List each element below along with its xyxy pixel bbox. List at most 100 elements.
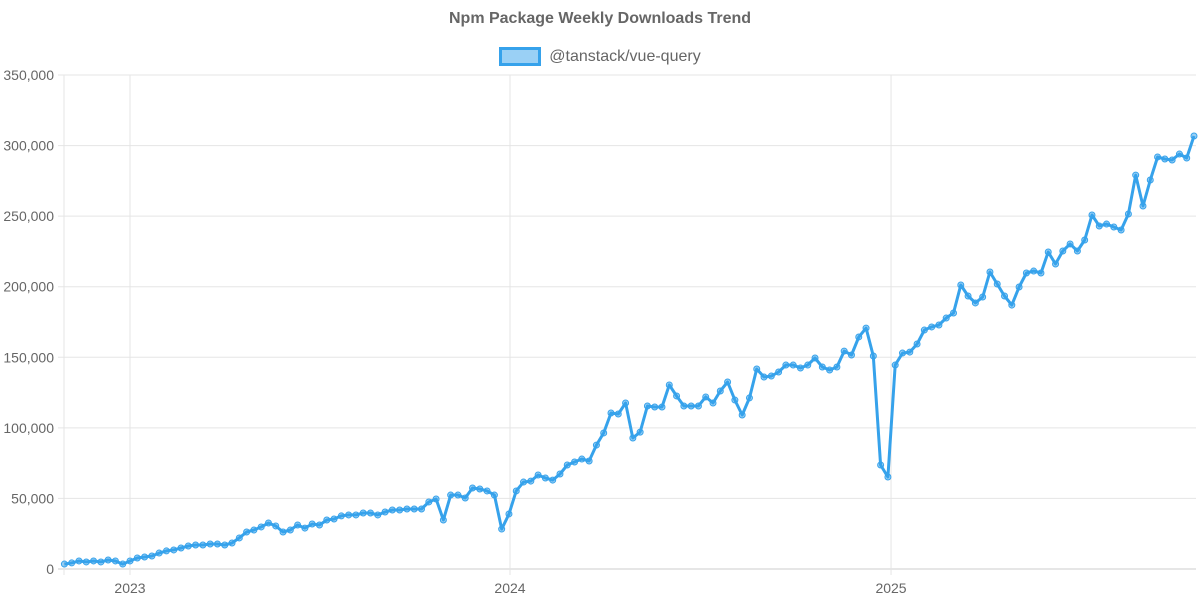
data-point xyxy=(184,542,192,550)
data-point xyxy=(993,280,1001,288)
data-point xyxy=(490,491,498,499)
data-point xyxy=(337,512,345,520)
data-point xyxy=(381,508,389,516)
data-point xyxy=(388,506,396,514)
data-point xyxy=(228,539,236,547)
y-tick-label: 250,000 xyxy=(3,208,54,224)
data-point xyxy=(264,519,272,527)
data-point xyxy=(738,411,746,419)
data-point xyxy=(498,525,506,533)
data-point xyxy=(964,292,972,300)
data-point xyxy=(301,524,309,532)
data-point xyxy=(1161,155,1169,163)
data-point xyxy=(673,392,681,400)
data-point xyxy=(877,461,885,469)
data-point xyxy=(505,510,513,518)
data-point xyxy=(410,505,418,513)
data-point xyxy=(745,394,753,402)
data-point xyxy=(950,309,958,317)
data-point xyxy=(804,361,812,369)
data-point xyxy=(294,521,302,529)
data-point xyxy=(782,361,790,369)
data-point xyxy=(162,547,170,555)
data-point xyxy=(753,365,761,373)
data-point xyxy=(315,521,323,529)
data-point xyxy=(213,540,221,548)
data-point xyxy=(1103,220,1111,228)
data-point xyxy=(1139,202,1147,210)
data-point xyxy=(221,541,229,549)
data-point xyxy=(403,505,411,513)
data-point xyxy=(126,557,134,565)
data-point xyxy=(709,399,717,407)
data-point xyxy=(731,396,739,404)
data-point xyxy=(527,477,535,485)
data-point xyxy=(243,528,251,536)
data-point xyxy=(549,476,557,484)
y-tick-label: 100,000 xyxy=(3,420,54,436)
data-point xyxy=(1132,171,1140,179)
data-point xyxy=(1095,222,1103,230)
data-point xyxy=(439,516,447,524)
data-point xyxy=(447,491,455,499)
data-point xyxy=(323,516,331,524)
data-point xyxy=(520,478,528,486)
x-tick-label: 2024 xyxy=(494,580,525,596)
x-tick-label: 2025 xyxy=(875,580,906,596)
data-point xyxy=(90,557,98,565)
data-point xyxy=(811,354,819,362)
data-point xyxy=(133,554,141,562)
data-point xyxy=(60,560,68,568)
data-point xyxy=(1066,240,1074,248)
chart-title: Npm Package Weekly Downloads Trend xyxy=(448,10,752,27)
data-point xyxy=(796,364,804,372)
y-tick-label: 150,000 xyxy=(3,349,54,365)
data-point xyxy=(694,402,702,410)
data-point xyxy=(272,522,280,530)
data-point xyxy=(1110,223,1118,231)
data-point xyxy=(1175,150,1183,158)
data-point xyxy=(920,326,928,334)
data-point xyxy=(454,491,462,499)
data-point xyxy=(942,314,950,322)
data-point xyxy=(1052,260,1060,268)
data-point xyxy=(199,541,207,549)
data-point xyxy=(1168,156,1176,164)
data-point xyxy=(1030,267,1038,275)
legend[interactable]: @tanstack/vue-query xyxy=(0,47,1200,66)
data-point xyxy=(658,403,666,411)
data-point xyxy=(607,409,615,417)
data-point xyxy=(636,428,644,436)
data-point xyxy=(629,434,637,442)
data-point xyxy=(1015,283,1023,291)
data-point xyxy=(155,549,163,557)
data-point xyxy=(622,399,630,407)
data-point xyxy=(833,363,841,371)
series-line xyxy=(64,135,1196,566)
data-point xyxy=(1022,269,1030,277)
data-point xyxy=(789,361,797,369)
data-point xyxy=(82,558,90,566)
data-point xyxy=(1008,301,1016,309)
data-point xyxy=(928,323,936,331)
data-point xyxy=(75,557,83,565)
data-point xyxy=(986,268,994,276)
data-point xyxy=(206,540,214,548)
data-point xyxy=(483,487,491,495)
data-point xyxy=(1117,226,1125,234)
data-point xyxy=(702,393,710,401)
data-point xyxy=(563,461,571,469)
data-point xyxy=(884,473,892,481)
data-point xyxy=(1146,176,1154,184)
data-point xyxy=(847,351,855,359)
data-point xyxy=(775,368,783,376)
data-point xyxy=(614,410,622,418)
data-point xyxy=(760,373,768,381)
y-tick-label: 50,000 xyxy=(11,490,54,506)
data-point xyxy=(366,509,374,517)
data-point xyxy=(716,387,724,395)
data-point xyxy=(177,544,185,552)
data-point xyxy=(541,474,549,482)
data-point xyxy=(476,485,484,493)
